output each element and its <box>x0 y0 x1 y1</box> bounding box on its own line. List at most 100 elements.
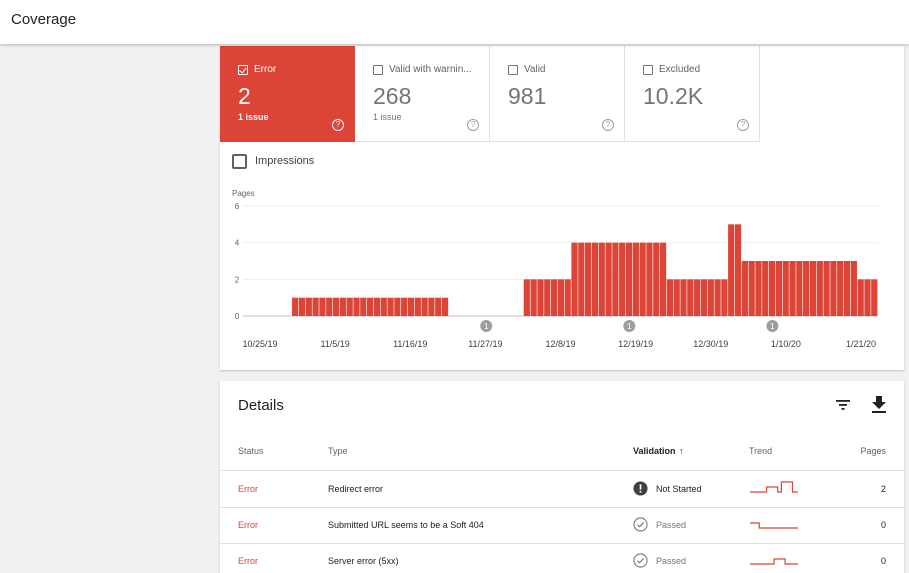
bar <box>775 261 783 316</box>
x-tick-label: 12/30/19 <box>693 339 728 349</box>
bar <box>612 242 619 316</box>
bar <box>707 279 714 316</box>
help-icon[interactable]: ? <box>737 119 749 131</box>
column-status[interactable]: Status <box>238 446 264 456</box>
bar <box>700 279 708 316</box>
bar <box>646 242 653 316</box>
impressions-checkbox[interactable] <box>232 154 247 169</box>
bar <box>435 297 442 316</box>
bar <box>809 261 817 316</box>
help-icon[interactable]: ? <box>467 119 479 131</box>
bar <box>523 279 530 316</box>
table-row[interactable]: Error Submitted URL seems to be a Soft 40… <box>220 508 904 544</box>
tile-valid-value: 981 <box>508 83 547 109</box>
coverage-chart-card: Error 2 1 issue ? Valid with warnin... 2… <box>220 46 904 370</box>
bar <box>332 297 340 316</box>
bar <box>721 279 728 316</box>
help-icon[interactable]: ? <box>332 119 344 131</box>
tile-valid-with-warnings[interactable]: Valid with warnin... 268 1 issue ? <box>355 46 490 142</box>
bar <box>659 242 667 316</box>
bar <box>605 242 612 316</box>
row-pages: 2 <box>880 484 886 494</box>
trend-line <box>750 481 798 493</box>
bar <box>639 242 646 316</box>
bar <box>803 261 810 316</box>
row-type: Server error (5xx) <box>328 556 399 566</box>
y-tick-label: 2 <box>235 275 240 284</box>
x-tick-label: 11/5/19 <box>320 339 349 349</box>
tile-error[interactable]: Error 2 1 issue ? <box>220 46 355 142</box>
filter-icon[interactable] <box>831 393 855 417</box>
bar <box>632 242 639 316</box>
row-validation: Not Started <box>656 484 702 494</box>
row-trend-sparkline <box>750 481 798 493</box>
bar <box>687 279 694 316</box>
bar <box>762 261 769 316</box>
bar <box>544 279 551 316</box>
bar <box>741 261 748 316</box>
bar <box>319 297 326 316</box>
bar <box>346 297 353 316</box>
bar <box>823 261 830 316</box>
tile-excluded-label: Excluded <box>659 64 701 75</box>
bar <box>653 242 660 316</box>
annotation-label: 1 <box>627 322 632 331</box>
bar <box>680 279 687 316</box>
tile-warnings-value: 268 <box>373 83 412 109</box>
annotation-marker <box>623 320 636 332</box>
row-validation: Passed <box>656 520 687 530</box>
bar <box>373 297 381 316</box>
table-row[interactable]: Error Redirect error Not Started 2 <box>220 472 904 508</box>
annotation-marker <box>480 320 493 332</box>
tile-warnings-issues: 1 issue <box>373 112 402 122</box>
y-tick-label: 4 <box>235 239 240 248</box>
row-trend-sparkline <box>750 558 798 565</box>
annotation-label: 1 <box>484 322 489 331</box>
sort-arrow-icon[interactable]: ↑ <box>679 446 684 456</box>
tile-valid[interactable]: Valid 981 ? <box>490 46 625 142</box>
row-type: Redirect error <box>328 484 384 494</box>
column-pages[interactable]: Pages <box>860 446 886 456</box>
x-tick-label: 12/19/19 <box>618 339 653 349</box>
bar <box>312 297 319 316</box>
bar <box>748 261 755 316</box>
tile-error-value: 2 <box>238 83 251 109</box>
row-pages: 0 <box>880 520 886 530</box>
bar <box>871 279 878 316</box>
column-trend[interactable]: Trend <box>749 446 773 456</box>
bar <box>421 297 428 316</box>
column-validation[interactable]: Validation <box>633 446 676 456</box>
y-tick-label: 6 <box>235 202 240 211</box>
details-card: Details Status Type Validation ↑ Trend P… <box>220 381 904 573</box>
exclamation-icon <box>633 481 648 496</box>
download-icon[interactable] <box>867 393 891 417</box>
table-row[interactable]: Error Server error (5xx) Passed 0 <box>220 544 904 573</box>
row-validation: Passed <box>656 556 687 566</box>
bar <box>734 224 742 316</box>
bar <box>564 279 571 316</box>
y-axis-label: Pages <box>232 189 255 198</box>
x-tick-label: 1/10/20 <box>771 339 801 349</box>
details-title: Details <box>238 397 284 414</box>
tile-warnings-checkbox[interactable] <box>373 65 383 75</box>
bar <box>796 261 803 316</box>
bar <box>407 297 415 316</box>
help-icon[interactable]: ? <box>602 119 614 131</box>
tile-valid-checkbox[interactable] <box>508 65 518 75</box>
tile-error-checkbox[interactable] <box>238 65 248 75</box>
y-tick-label: 0 <box>235 312 240 321</box>
tile-excluded-checkbox[interactable] <box>643 65 653 75</box>
coverage-bar-chart: Pages 0 2 4 6 1 1 1 10/25/19 11/5/19 11/16/19 11/27… <box>232 189 878 349</box>
check-circle-icon <box>633 517 648 532</box>
trend-line <box>750 522 798 529</box>
row-pages: 0 <box>880 556 886 566</box>
bar <box>557 279 564 316</box>
bar <box>666 279 674 316</box>
bar <box>537 279 544 316</box>
bar <box>428 297 435 316</box>
column-type[interactable]: Type <box>328 446 348 456</box>
tile-warnings-label: Valid with warnin... <box>389 64 472 75</box>
bar <box>694 279 701 316</box>
tile-excluded[interactable]: Excluded 10.2K ? <box>625 46 760 142</box>
check-circle-icon <box>633 553 648 568</box>
